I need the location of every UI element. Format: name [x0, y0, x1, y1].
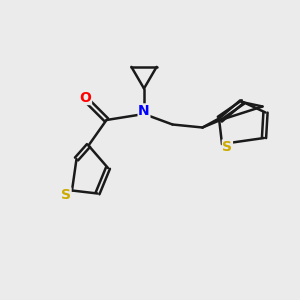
Text: S: S	[61, 188, 71, 202]
Text: N: N	[138, 104, 150, 118]
Text: O: O	[80, 91, 92, 104]
Text: S: S	[222, 140, 233, 154]
